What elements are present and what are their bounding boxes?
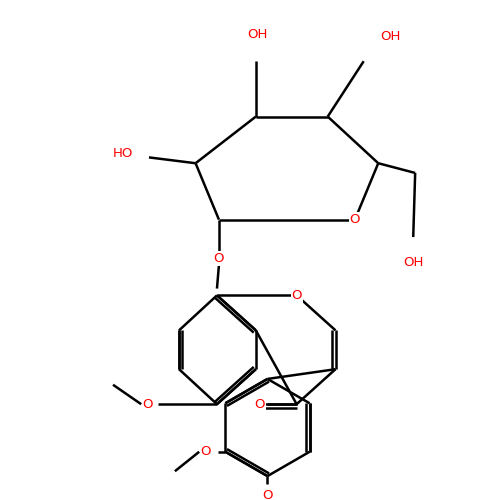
Text: HO: HO — [113, 147, 134, 160]
Text: OH: OH — [248, 28, 268, 42]
Text: O: O — [142, 398, 153, 410]
Text: OH: OH — [403, 256, 423, 269]
Text: O: O — [200, 446, 211, 458]
Text: O: O — [292, 289, 302, 302]
Text: OH: OH — [380, 30, 401, 44]
Text: O: O — [254, 398, 265, 410]
Text: O: O — [262, 489, 272, 500]
Text: O: O — [350, 213, 360, 226]
Text: O: O — [214, 252, 224, 265]
